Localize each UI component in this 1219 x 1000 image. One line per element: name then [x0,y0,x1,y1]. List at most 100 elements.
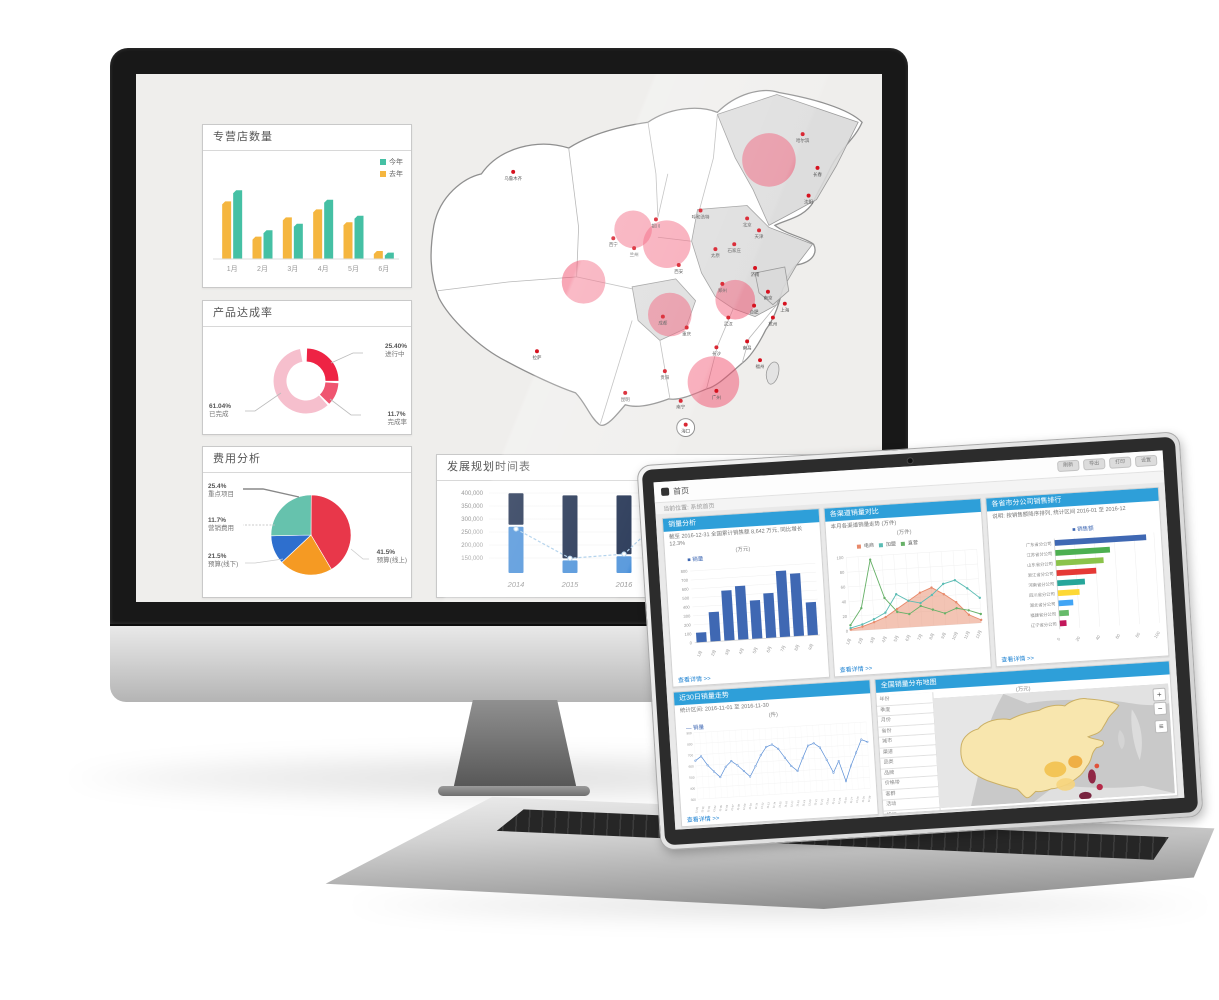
svg-text:广东省分公司: 广东省分公司 [1026,540,1052,549]
topbar-button[interactable]: 打印 [1108,456,1132,469]
svg-text:兰州: 兰州 [630,251,639,257]
svg-text:11-15: 11-15 [777,800,782,808]
svg-text:300: 300 [683,613,691,618]
svg-text:哈尔滨: 哈尔滨 [796,137,810,144]
laptop-line-chart: 100 80 60 40 20 0 1月 2月 3月 4月 5月 6月 7月 8月 9月 10月 11月 12月 [836,549,983,646]
svg-text:1月: 1月 [845,638,852,646]
svg-text:3月: 3月 [724,648,731,656]
map-zoom-in-button[interactable]: + [1152,687,1167,702]
svg-text:2月: 2月 [710,649,717,657]
donut-label-2: 11.7% 完成率 [387,410,408,426]
svg-text:100: 100 [1153,630,1161,639]
panel-cost-analysis: 费用分析 25.4% 重点项目 11.7% 营销费用 21.5% 预算(线下) 41.… [202,446,412,598]
map-zoom-out-button[interactable]: − [1153,701,1168,716]
svg-text:南昌: 南昌 [743,344,752,351]
svg-text:11-26: 11-26 [843,796,848,804]
laptop-bezel: 首页 刷新 导出 打印 设置 当前位置: 系统首页 销量分析 截至 2016-12-3… [641,436,1199,846]
svg-text:湖北省分公司: 湖北省分公司 [1029,600,1055,609]
svg-text:300,000: 300,000 [461,517,483,523]
svg-text:11-12: 11-12 [760,802,765,810]
svg-text:浙江省分公司: 浙江省分公司 [1028,570,1054,579]
svg-text:西安: 西安 [674,268,683,275]
svg-text:11-30: 11-30 [867,795,872,803]
laptop-dashboard: 销量分析 截至 2016-12-31 全国累计销售额 8,642 万元, 同比增… [655,482,1185,830]
card-province-ranking: 各省市分公司销售排行 说明: 按销售额降序排列, 统计区间 2016-01 至 … [985,486,1170,668]
stores-bar-chart: 1月 2月 3月 4月 5月 6月 [213,190,399,273]
pie-label-2: 11.7% 营销费用 [208,517,234,533]
svg-text:800: 800 [687,742,693,746]
svg-text:福建省分公司: 福建省分公司 [1030,610,1056,619]
svg-text:杭州: 杭州 [768,320,777,327]
svg-text:四川省分公司: 四川省分公司 [1029,590,1055,599]
svg-text:200,000: 200,000 [461,543,483,549]
svg-text:11-18: 11-18 [795,799,800,807]
svg-text:11-02: 11-02 [700,805,705,813]
svg-text:海口: 海口 [681,428,690,435]
svg-text:太原: 太原 [711,252,720,259]
svg-text:2月: 2月 [257,265,268,273]
svg-text:郑州: 郑州 [718,287,727,294]
card-sales-map: 全国销量分布地图 (万元) 年份季度月份省份城市渠道品类品牌价格带客群活动指标排… [874,660,1179,815]
svg-text:500: 500 [682,595,690,600]
svg-text:40: 40 [841,599,847,604]
panel-title: 专营店数量 [203,125,411,151]
svg-text:500: 500 [689,775,695,779]
svg-text:0: 0 [1056,636,1062,641]
svg-text:辽宁省分公司: 辽宁省分公司 [1031,621,1057,630]
svg-text:11-04: 11-04 [712,805,717,813]
svg-text:11-22: 11-22 [819,798,824,806]
svg-text:乌鲁木齐: 乌鲁木齐 [504,175,522,182]
panel-title: 费用分析 [203,447,411,473]
svg-text:8月: 8月 [793,644,800,652]
svg-text:武汉: 武汉 [724,320,733,327]
svg-text:80: 80 [1134,631,1141,638]
svg-text:天津: 天津 [755,233,764,240]
card-link[interactable]: 查看详情 >> [1001,655,1035,664]
svg-text:山东省分公司: 山东省分公司 [1027,560,1053,569]
svg-text:11-29: 11-29 [861,795,866,803]
card-channel-compare: 各渠道销量对比 本月各渠道销量走势 (万件) (万件) 电商 加盟 直营 100 80… [823,497,992,678]
svg-text:11-01: 11-01 [694,806,699,814]
svg-text:40: 40 [1094,634,1101,641]
svg-text:济南: 济南 [751,271,760,278]
svg-text:11-03: 11-03 [706,805,711,813]
svg-text:250,000: 250,000 [461,530,483,536]
svg-text:成都: 成都 [658,319,667,326]
svg-text:9月: 9月 [940,632,947,640]
svg-text:6月: 6月 [378,265,389,273]
svg-text:呼和浩特: 呼和浩特 [692,213,710,220]
svg-text:11-07: 11-07 [730,803,735,811]
laptop-camera [906,457,914,465]
pie-label-4: 41.5% 预算(线上) [376,549,407,565]
svg-text:5月: 5月 [348,265,359,273]
svg-text:11-21: 11-21 [813,798,818,806]
map-layers-button[interactable]: ≡ [1154,719,1169,734]
svg-text:11-16: 11-16 [783,800,788,808]
card-link[interactable]: 查看详情 >> [677,676,711,685]
svg-text:11-24: 11-24 [831,797,836,805]
svg-text:2月: 2月 [857,637,864,645]
svg-text:3月: 3月 [869,636,876,644]
svg-text:800: 800 [680,569,688,574]
card-monthly-trend: 近30日销量走势 统计区间: 2016-11-01 至 2016-11-30 (… [672,679,879,828]
svg-text:上海: 上海 [780,307,789,314]
svg-text:南京: 南京 [763,295,772,302]
card-link[interactable]: 查看详情 >> [686,815,720,824]
topbar-button[interactable]: 刷新 [1056,459,1080,473]
svg-text:11月: 11月 [963,630,971,640]
svg-text:沈阳: 沈阳 [804,199,813,206]
svg-text:150,000: 150,000 [461,556,483,562]
topbar-button[interactable]: 设置 [1134,454,1158,468]
svg-text:合肥: 合肥 [750,309,759,316]
svg-text:7月: 7月 [916,633,923,641]
svg-text:400: 400 [690,787,696,791]
app-icon [660,487,670,496]
svg-text:3月: 3月 [287,265,298,273]
card-link[interactable]: 查看详情 >> [839,666,873,675]
svg-text:600: 600 [682,587,690,592]
svg-text:北京: 北京 [743,221,752,228]
topbar-button[interactable]: 导出 [1082,458,1106,471]
monitor-stand [453,700,577,790]
